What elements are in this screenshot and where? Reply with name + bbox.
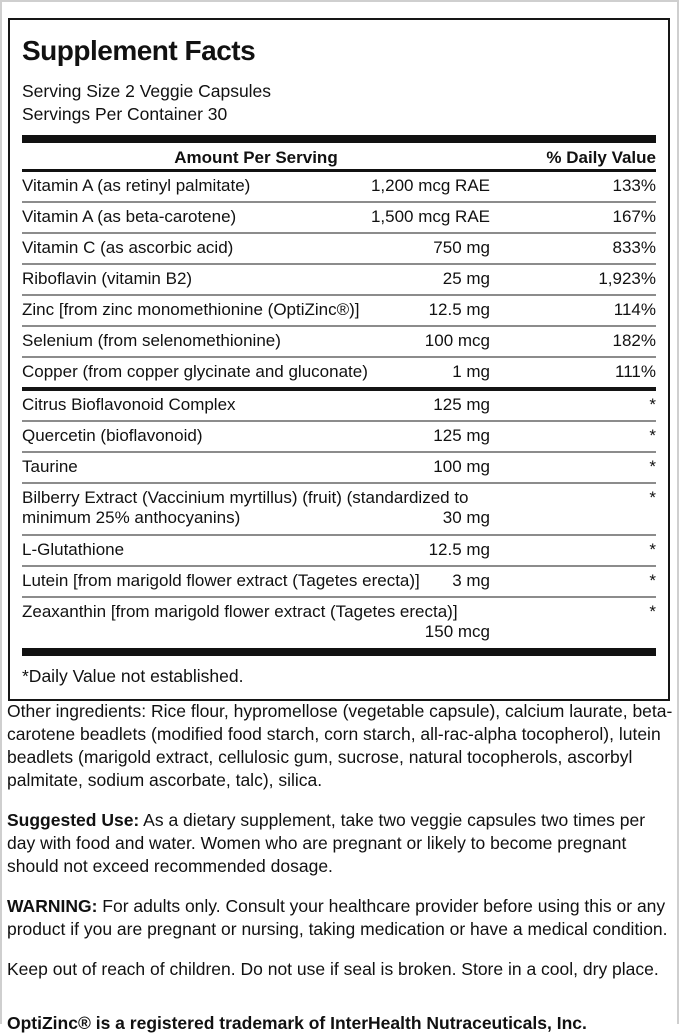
table-row: Bilberry Extract (Vaccinium myrtillus) (… bbox=[22, 482, 656, 534]
label-body-text: Other ingredients: Rice flour, hypromell… bbox=[7, 700, 673, 1035]
ingredient-amount: 125 mg bbox=[433, 426, 490, 445]
ingredient-name: Vitamin A (as retinyl palmitate) bbox=[22, 176, 251, 195]
ingredient-name: Vitamin C (as ascorbic acid) bbox=[22, 238, 234, 257]
table-row: Lutein [from marigold flower extract (Ta… bbox=[22, 565, 656, 596]
table-row-line: Zeaxanthin [from marigold flower extract… bbox=[22, 598, 656, 622]
table-row: Vitamin A (as beta-carotene) 1,500 mcg R… bbox=[22, 201, 656, 232]
ingredient-amount: 12.5 mg bbox=[428, 300, 490, 319]
table-row-line: Citrus Bioflavonoid Complex 125 mg * bbox=[22, 391, 656, 420]
serving-size: Serving Size 2 Veggie Capsules bbox=[22, 81, 272, 101]
suggested-use-label: Suggested Use: bbox=[7, 810, 140, 830]
ingredient-daily-value: 182% bbox=[612, 331, 656, 350]
storage-text: Keep out of reach of children. Do not us… bbox=[7, 959, 659, 979]
ingredient-amount: 1,500 mcg RAE bbox=[370, 207, 490, 226]
ingredient-daily-value: 133% bbox=[612, 176, 656, 195]
ingredient-daily-value: 111% bbox=[615, 362, 656, 381]
thick-rule-top bbox=[22, 135, 656, 143]
table-row-line-2: 150 mcg bbox=[22, 622, 656, 648]
serving-info: Serving Size 2 Veggie Capsules Servings … bbox=[22, 80, 656, 126]
table-row-line: Lutein [from marigold flower extract (Ta… bbox=[22, 567, 656, 596]
table-row-line: Copper (from copper glycinate and glucon… bbox=[22, 358, 656, 387]
ingredient-daily-value: 167% bbox=[612, 207, 656, 226]
suggested-use-paragraph: Suggested Use: As a dietary supplement, … bbox=[7, 809, 673, 878]
servings-per-container: Servings Per Container 30 bbox=[22, 104, 228, 124]
table-header: Amount Per Serving % Daily Value bbox=[22, 143, 656, 169]
ingredient-name: Bilberry Extract (Vaccinium myrtillus) (… bbox=[22, 488, 469, 507]
ingredient-name: Taurine bbox=[22, 457, 78, 476]
table-row-line: Vitamin A (as retinyl palmitate) 1,200 m… bbox=[22, 172, 656, 201]
ingredient-daily-value: * bbox=[649, 395, 656, 414]
ingredient-name: Vitamin A (as beta-carotene) bbox=[22, 207, 237, 226]
table-row-line: Taurine 100 mg * bbox=[22, 453, 656, 482]
table-row-line: Vitamin C (as ascorbic acid) 750 mg 833% bbox=[22, 234, 656, 263]
medium-rule-header bbox=[22, 169, 656, 172]
table-row: Taurine 100 mg * bbox=[22, 451, 656, 482]
ingredient-name: Riboflavin (vitamin B2) bbox=[22, 269, 193, 288]
ingredient-amount: 12.5 mg bbox=[428, 540, 490, 559]
header-daily-value: % Daily Value bbox=[546, 148, 656, 167]
ingredient-name: Selenium (from selenomethionine) bbox=[22, 331, 281, 350]
ingredient-amount: 1,200 mcg RAE bbox=[370, 176, 490, 195]
facts-rows: Vitamin A (as retinyl palmitate) 1,200 m… bbox=[22, 172, 656, 648]
table-row-line: L-Glutathione 12.5 mg * bbox=[22, 536, 656, 565]
panel-title: Supplement Facts bbox=[22, 35, 256, 66]
table-row: Copper (from copper glycinate and glucon… bbox=[22, 356, 656, 387]
warning-label: WARNING: bbox=[7, 896, 98, 916]
table-row: Selenium (from selenomethionine) 100 mcg… bbox=[22, 325, 656, 356]
ingredient-name: Citrus Bioflavonoid Complex bbox=[22, 395, 236, 414]
ingredient-amount: 750 mg bbox=[433, 238, 490, 257]
ingredient-daily-value: * bbox=[649, 488, 656, 507]
ingredient-daily-value: * bbox=[649, 602, 656, 621]
header-amount-per-serving: Amount Per Serving bbox=[174, 148, 338, 167]
ingredient-amount: 100 mcg bbox=[424, 331, 490, 350]
ingredient-amount: 125 mg bbox=[433, 395, 490, 414]
ingredient-amount: 150 mcg bbox=[424, 622, 490, 641]
table-row: L-Glutathione 12.5 mg * bbox=[22, 534, 656, 565]
table-row-line: Riboflavin (vitamin B2) 25 mg 1,923% bbox=[22, 265, 656, 294]
ingredient-daily-value: 833% bbox=[612, 238, 656, 257]
warning-paragraph: WARNING: For adults only. Consult your h… bbox=[7, 895, 673, 941]
table-row: Zeaxanthin [from marigold flower extract… bbox=[22, 596, 656, 648]
ingredient-name: Lutein [from marigold flower extract (Ta… bbox=[22, 571, 420, 590]
other-ingredients-text: Other ingredients: Rice flour, hypromell… bbox=[7, 701, 673, 790]
table-row: Zinc [from zinc monomethionine (OptiZinc… bbox=[22, 294, 656, 325]
storage-paragraph: Keep out of reach of children. Do not us… bbox=[7, 958, 673, 981]
table-row-line: Vitamin A (as beta-carotene) 1,500 mcg R… bbox=[22, 203, 656, 232]
ingredient-amount: 3 mg bbox=[452, 571, 490, 590]
ingredient-daily-value: * bbox=[649, 571, 656, 590]
thick-rule-bottom bbox=[22, 648, 656, 656]
ingredient-daily-value: 114% bbox=[613, 300, 656, 319]
other-ingredients-paragraph: Other ingredients: Rice flour, hypromell… bbox=[7, 700, 673, 792]
ingredient-daily-value: * bbox=[649, 540, 656, 559]
table-row: Quercetin (bioflavonoid) 125 mg * bbox=[22, 420, 656, 451]
suggested-use-text: As a dietary supplement, take two veggie… bbox=[7, 810, 646, 876]
ingredient-daily-value: 1,923% bbox=[598, 269, 656, 288]
ingredient-daily-value: * bbox=[649, 426, 656, 445]
table-row: Vitamin A (as retinyl palmitate) 1,200 m… bbox=[22, 172, 656, 201]
ingredient-name: Zeaxanthin [from marigold flower extract… bbox=[22, 602, 458, 621]
table-row-line: Zinc [from zinc monomethionine (OptiZinc… bbox=[22, 296, 656, 325]
ingredient-name: Quercetin (bioflavonoid) bbox=[22, 426, 203, 445]
table-row: Vitamin C (as ascorbic acid) 750 mg 833% bbox=[22, 232, 656, 263]
ingredient-name: Zinc [from zinc monomethionine (OptiZinc… bbox=[22, 300, 360, 319]
table-row-line: Bilberry Extract (Vaccinium myrtillus) (… bbox=[22, 484, 656, 508]
table-row: Citrus Bioflavonoid Complex 125 mg * bbox=[22, 387, 656, 420]
ingredient-amount: 100 mg bbox=[433, 457, 490, 476]
supplement-facts-panel: Supplement Facts Serving Size 2 Veggie C… bbox=[8, 18, 670, 701]
table-row: Riboflavin (vitamin B2) 25 mg 1,923% bbox=[22, 263, 656, 294]
ingredient-name: L-Glutathione bbox=[22, 540, 125, 559]
table-row-line: Quercetin (bioflavonoid) 125 mg * bbox=[22, 422, 656, 451]
ingredient-amount: 30 mg bbox=[442, 508, 490, 527]
table-row-line-2: minimum 25% anthocyanins) 30 mg bbox=[22, 508, 656, 534]
ingredient-amount: 25 mg bbox=[442, 269, 490, 288]
table-row-line: Selenium (from selenomethionine) 100 mcg… bbox=[22, 327, 656, 356]
ingredient-name-continued: minimum 25% anthocyanins) bbox=[22, 508, 241, 527]
ingredient-name: Copper (from copper glycinate and glucon… bbox=[22, 362, 368, 381]
warning-text: For adults only. Consult your healthcare… bbox=[7, 896, 668, 939]
ingredient-amount: 1 mg bbox=[452, 362, 490, 381]
ingredient-daily-value: * bbox=[649, 457, 656, 476]
daily-value-footnote: *Daily Value not established. bbox=[22, 666, 244, 686]
